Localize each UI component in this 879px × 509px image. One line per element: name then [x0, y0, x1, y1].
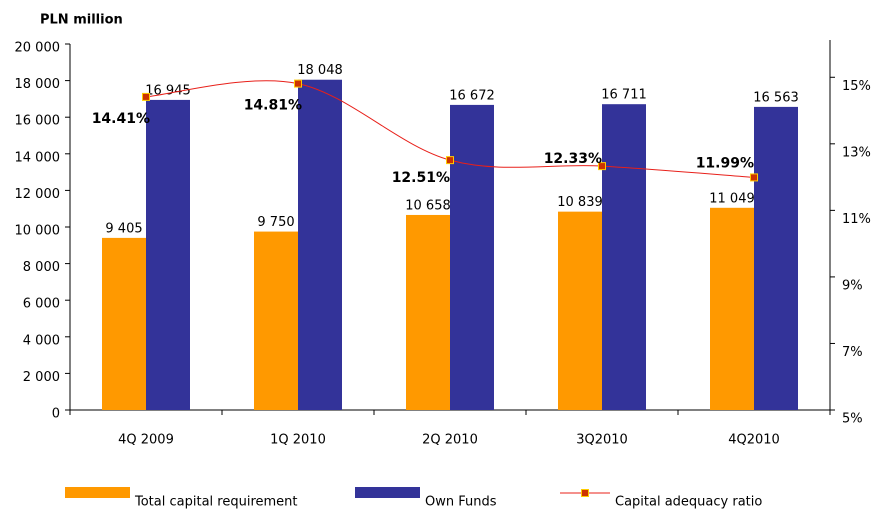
bar-value-label: 16 711	[601, 88, 647, 103]
y-tick-label: 2 000	[23, 370, 60, 385]
y-tick-label: 10 000	[15, 224, 61, 239]
x-tick-label: 3Q2010	[576, 433, 628, 448]
y-tick-label: 16 000	[15, 114, 61, 129]
y-tick-label: 14 000	[15, 150, 61, 165]
legend-swatch	[65, 487, 130, 498]
bar-value-label: 16 945	[145, 83, 191, 98]
ratio-marker	[750, 173, 758, 182]
x-tick-label: 4Q2010	[728, 433, 780, 448]
ratio-marker	[142, 92, 150, 101]
legend-label: Total capital requirement	[134, 495, 298, 509]
ratio-marker	[294, 79, 302, 88]
bar-value-label: 10 658	[405, 198, 451, 213]
y-axis-title: PLN million	[40, 13, 123, 28]
y2-tick-label: 15%	[842, 79, 871, 94]
bar-value-label: 11 049	[709, 191, 755, 206]
legend-marker	[581, 489, 589, 497]
bar	[298, 79, 342, 410]
bar-value-label: 16 563	[753, 90, 799, 105]
bar	[254, 231, 298, 410]
y-tick-label: 20 000	[15, 41, 61, 56]
y2-tick-label: 11%	[842, 212, 871, 227]
bar	[406, 214, 450, 410]
bar-value-label: 9 750	[257, 215, 294, 230]
bar	[558, 211, 602, 410]
bar	[754, 106, 798, 411]
bar-value-label: 16 672	[449, 88, 495, 103]
ratio-marker	[446, 156, 454, 165]
y-tick-label: 12 000	[15, 187, 61, 202]
y2-tick-label: 13%	[842, 145, 871, 160]
ratio-value-label: 12.33%	[544, 151, 602, 167]
bar	[450, 104, 494, 410]
legend-label: Capital adequacy ratio	[615, 495, 762, 509]
ratio-value-label: 14.81%	[244, 98, 302, 114]
x-tick-label: 4Q 2009	[118, 433, 174, 448]
bar	[602, 104, 646, 411]
bar	[102, 237, 146, 410]
y-tick-label: 18 000	[15, 77, 61, 92]
y2-tick-label: 9%	[842, 278, 863, 293]
ratio-value-label: 14.41%	[92, 111, 150, 127]
y-tick-label: 6 000	[23, 297, 60, 312]
y-tick-label: 4 000	[23, 333, 60, 348]
y-tick-label: 8 000	[23, 260, 60, 275]
bar-value-label: 18 048	[297, 63, 343, 78]
bar-value-label: 9 405	[105, 221, 142, 236]
y-tick-label: 0	[52, 407, 60, 422]
legend-label: Own Funds	[425, 495, 497, 509]
bar-value-label: 10 839	[557, 195, 603, 210]
ratio-value-label: 12.51%	[392, 170, 450, 186]
x-tick-label: 1Q 2010	[270, 433, 326, 448]
ratio-value-label: 11.99%	[696, 155, 754, 171]
ratio-marker	[598, 162, 606, 171]
bar	[710, 207, 754, 410]
x-tick-label: 2Q 2010	[422, 433, 478, 448]
y2-tick-label: 7%	[842, 345, 863, 360]
legend-swatch	[355, 487, 420, 498]
y2-tick-label: 5%	[842, 412, 863, 427]
bar	[146, 99, 190, 411]
